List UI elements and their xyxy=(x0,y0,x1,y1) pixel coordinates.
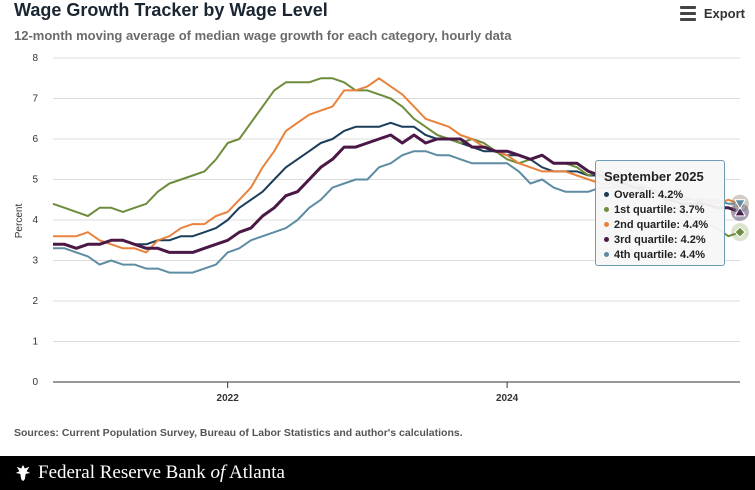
tooltip-row-label: Overall: 4.2% xyxy=(614,188,684,201)
org-name[interactable]: Federal Reserve Bank of Atlanta xyxy=(38,462,285,483)
y-tick-label: 7 xyxy=(32,94,38,105)
legend-dot-icon xyxy=(604,222,609,227)
x-tick-label: 2022 xyxy=(217,393,240,404)
eagle-logo-icon xyxy=(15,464,31,482)
tooltip-row: 1st quartile: 3.7% xyxy=(604,202,716,217)
y-axis: 0 1 2 3 4 5 6 7 8 xyxy=(32,53,38,388)
export-button[interactable]: Export xyxy=(679,6,745,21)
x-axis: 2022 2024 xyxy=(53,381,740,404)
x-tick-label: 2024 xyxy=(496,393,519,404)
last-point-marker xyxy=(734,226,746,238)
y-tick-label: 2 xyxy=(32,296,38,307)
tooltip-row-label: 2nd quartile: 4.4% xyxy=(614,218,709,231)
tooltip-row: 2nd quartile: 4.4% xyxy=(604,217,716,232)
y-axis-label: Percent xyxy=(14,204,25,239)
y-tick-label: 1 xyxy=(32,337,38,348)
y-tick-label: 4 xyxy=(32,215,38,226)
chart-title: Wage Growth Tracker by Wage Level xyxy=(14,0,328,20)
tooltip-row-label: 3rd quartile: 4.2% xyxy=(614,233,706,246)
chart-tooltip: September 2025 Overall: 4.2% 1st quartile… xyxy=(595,160,725,266)
y-tick-label: 5 xyxy=(32,175,38,186)
tooltip-row: 4th quartile: 4.4% xyxy=(604,247,716,262)
chart-subtitle: 12-month moving average of median wage g… xyxy=(14,28,512,43)
y-tick-label: 6 xyxy=(32,134,38,145)
last-point-marker xyxy=(734,199,746,210)
last-point-marker xyxy=(734,205,746,217)
export-label: Export xyxy=(703,6,745,21)
y-tick-label: 3 xyxy=(32,256,38,267)
y-tick-label: 0 xyxy=(32,377,38,388)
footer-bar: Federal Reserve Bank of Atlanta xyxy=(0,456,755,490)
legend-dot-icon xyxy=(604,192,609,197)
menu-icon xyxy=(679,6,696,21)
legend-dot-icon xyxy=(604,252,609,257)
sources-note: Sources: Current Population Survey, Bure… xyxy=(14,427,463,439)
tooltip-row-label: 1st quartile: 3.7% xyxy=(614,203,705,216)
legend-dot-icon xyxy=(604,207,609,212)
tooltip-row: 3rd quartile: 4.2% xyxy=(604,232,716,247)
tooltip-row-label: 4th quartile: 4.4% xyxy=(614,248,706,261)
tooltip-heading: September 2025 xyxy=(604,169,704,184)
y-tick-label: 8 xyxy=(32,53,38,64)
legend-dot-icon xyxy=(604,237,609,242)
tooltip-row: Overall: 4.2% xyxy=(604,187,716,202)
hover-markers xyxy=(731,194,749,242)
